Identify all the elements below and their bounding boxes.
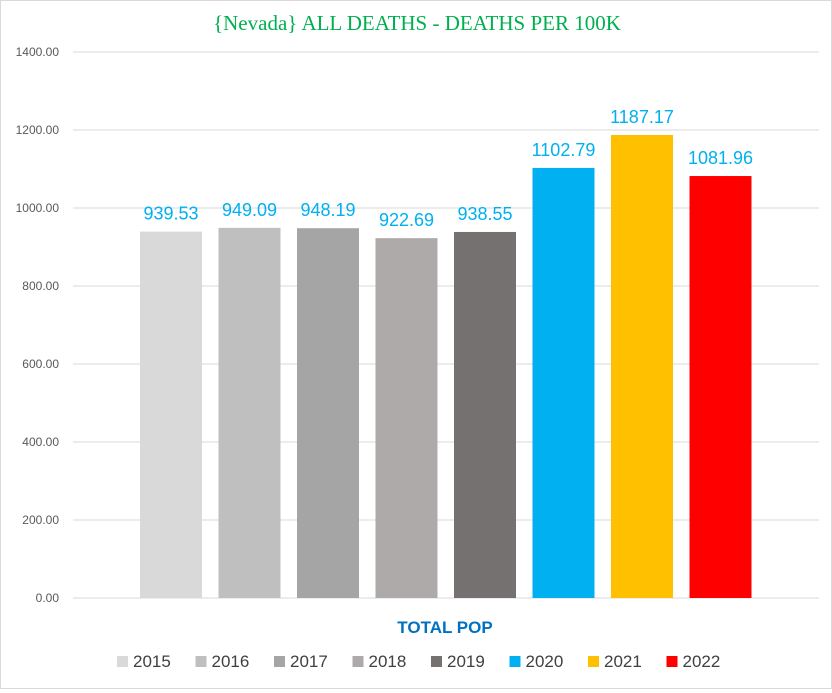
data-label-2015: 939.53 (143, 204, 198, 224)
bar-2018 (375, 238, 438, 599)
data-label-2021: 1187.17 (610, 107, 674, 127)
y-tick-label: 1400.00 (16, 45, 60, 59)
data-label-2019: 938.55 (457, 204, 512, 224)
bar-2017 (297, 228, 359, 598)
legend-label-2020: 2020 (526, 652, 564, 671)
bar-2021 (611, 135, 673, 598)
bar-2015 (140, 231, 202, 598)
legend-label-2021: 2021 (604, 652, 642, 671)
legend-swatch-2019 (431, 656, 442, 667)
bar-2020 (532, 167, 595, 598)
legend-swatch-2017 (274, 656, 285, 667)
bar-2019 (454, 231, 516, 598)
legend-swatch-2015 (117, 656, 128, 667)
chart-title: {Nevada} ALL DEATHS - DEATHS PER 100K (213, 11, 621, 35)
y-tick-label: 1200.00 (16, 123, 60, 137)
data-label-2016: 949.09 (222, 200, 277, 220)
y-tick-label: 800.00 (22, 279, 59, 293)
legend: 2015 2016 2017 2018 2019 2020 2021 2022 (117, 652, 720, 671)
data-label-2018: 922.69 (379, 210, 434, 230)
legend-swatch-2016 (195, 656, 207, 667)
legend-swatch-2020 (509, 656, 521, 667)
x-axis-label: TOTAL POP (397, 618, 492, 637)
bars (140, 135, 752, 599)
legend-label-2017: 2017 (290, 652, 328, 671)
data-label-2022: 1081.96 (688, 148, 753, 168)
data-label-2020: 1102.79 (532, 140, 596, 160)
legend-swatch-2018 (352, 656, 364, 667)
legend-swatch-2022 (666, 656, 678, 667)
bar-2022 (689, 176, 752, 599)
y-tick-label: 200.00 (22, 513, 59, 527)
y-tick-label: 0.00 (36, 591, 60, 605)
legend-label-2022: 2022 (683, 652, 721, 671)
data-labels: 939.53 949.09 948.19 922.69 938.55 1102.79 118… (143, 107, 753, 230)
y-tick-label: 400.00 (22, 435, 59, 449)
y-axis-ticks: 0.00 200.00 400.00 600.00 800.00 1000.00 1200.… (16, 45, 60, 605)
legend-swatch-2021 (588, 656, 599, 667)
legend-label-2018: 2018 (369, 652, 407, 671)
y-tick-label: 600.00 (22, 357, 59, 371)
legend-label-2019: 2019 (447, 652, 485, 671)
data-label-2017: 948.19 (300, 200, 355, 220)
legend-label-2016: 2016 (212, 652, 250, 671)
y-tick-label: 1000.00 (16, 201, 60, 215)
legend-label-2015: 2015 (133, 652, 171, 671)
bar-2016 (218, 227, 281, 598)
